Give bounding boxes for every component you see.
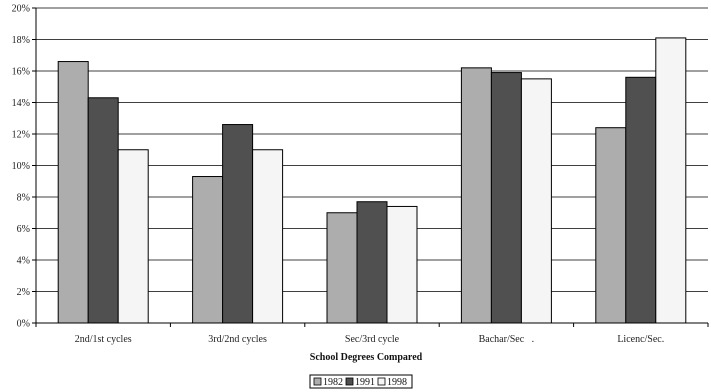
y-axis-ticks: 0% 2% 4% 6% 8% 10% 12% 14% 16% 18% 20% [12, 4, 36, 330]
y-tick-label: 16% [12, 67, 30, 78]
y-tick-label: 20% [12, 4, 30, 15]
y-tick-label: 18% [12, 35, 30, 46]
y-tick-label: 2% [17, 287, 30, 298]
x-axis-label: School Degrees Compared [310, 352, 423, 363]
x-tick-label: Sec/3rd cycle [345, 334, 400, 345]
legend: 1982 1991 1998 [309, 374, 413, 389]
legend-label: 1998 [387, 377, 407, 388]
y-tick-label: 4% [17, 256, 30, 267]
bar-1998 [117, 149, 149, 324]
y-tick-label: 12% [12, 130, 30, 141]
bars [57, 37, 687, 324]
bar-1982 [326, 212, 358, 324]
x-axis-ticks: 2nd/1st cycles 3rd/2nd cycles Sec/3rd cycl… [35, 323, 709, 345]
legend-swatch [313, 377, 322, 386]
x-tick-label: 3rd/2nd cycles [208, 334, 267, 345]
bar-1998 [386, 205, 418, 324]
bar-1982 [460, 67, 492, 324]
bar-1998 [655, 37, 687, 324]
legend-label: 1982 [323, 377, 343, 388]
y-tick-label: 6% [17, 224, 30, 235]
bar-1991 [87, 97, 119, 324]
bar-1991 [356, 201, 388, 324]
y-tick-label: 0% [17, 319, 30, 330]
y-tick-label: 10% [12, 161, 30, 172]
bar-1991 [625, 76, 657, 324]
bar-1998 [252, 149, 284, 324]
x-tick-label: Bachar/Sec . [479, 334, 535, 345]
bar-1982 [192, 176, 224, 324]
x-tick-label: 2nd/1st cycles [75, 334, 132, 345]
y-tick-label: 14% [12, 98, 30, 109]
bar-1998 [520, 78, 552, 324]
legend-swatch [377, 377, 386, 386]
axes [35, 8, 708, 324]
x-tick-label: Licenc/Sec. [617, 334, 664, 345]
legend-label: 1991 [355, 377, 375, 388]
legend-box [309, 374, 413, 389]
bar-1982 [595, 127, 627, 324]
bar-1982 [57, 61, 89, 324]
legend-swatch [345, 377, 354, 386]
y-tick-label: 8% [17, 193, 30, 204]
bar-1991 [222, 124, 254, 324]
bar-1991 [490, 72, 522, 324]
